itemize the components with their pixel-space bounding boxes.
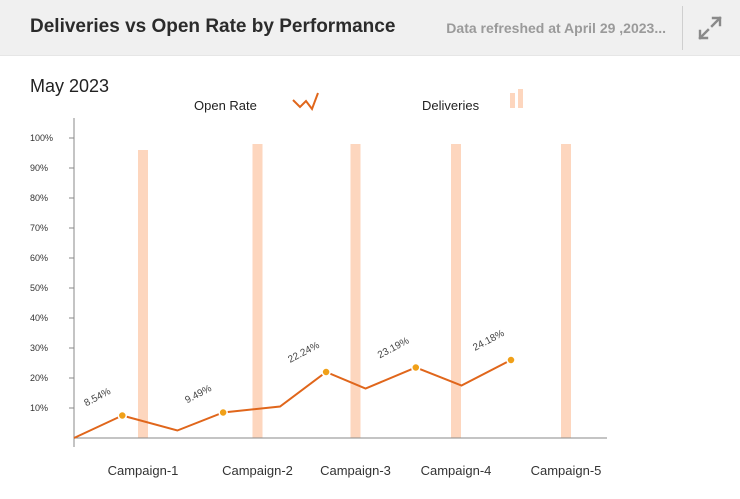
category-label: Campaign-5 [531, 463, 602, 478]
category-label: Campaign-3 [320, 463, 391, 478]
open-rate-point [411, 362, 421, 373]
open-rate-data-label: 9.49% [183, 383, 213, 406]
chart-title: Deliveries vs Open Rate by Performance [30, 16, 396, 37]
y-tick-label: 40% [30, 313, 48, 323]
open-rate-data-label: 23.19% [376, 335, 411, 361]
category-label: Campaign-2 [222, 463, 293, 478]
delivery-bar [350, 144, 361, 438]
category-label: Campaign-1 [108, 463, 179, 478]
category-labels: Campaign-1 Campaign-2 Campaign-3 Campaign-4… [108, 463, 602, 478]
delivery-bar [561, 144, 571, 438]
legend-deliveries-label: Deliveries [422, 98, 480, 113]
legend-line-swatch-icon [292, 92, 319, 112]
axes: 100% 90% 80% 70% 60% 50% 40% 30% 20% 10% [30, 118, 607, 447]
legend-open-rate-label: Open Rate [194, 98, 257, 113]
header-divider [682, 6, 683, 50]
open-rate-point [321, 367, 331, 377]
delivery-bar [252, 144, 263, 438]
open-rate-polyline [73, 359, 512, 439]
legend-bar-swatch-icon [510, 93, 515, 108]
y-tick-label: 100% [30, 133, 53, 143]
legend-bar-swatch-icon [518, 89, 523, 108]
open-rate-point [117, 410, 128, 421]
y-tick-label: 50% [30, 283, 48, 293]
y-tick-label: 20% [30, 373, 48, 383]
expand-arrows-icon[interactable] [696, 14, 724, 42]
y-tick-label: 80% [30, 193, 48, 203]
y-tick-label: 30% [30, 343, 48, 353]
delivery-bar [138, 150, 148, 438]
y-tick-label: 10% [30, 403, 48, 413]
legend: Open Rate Deliveries [194, 89, 523, 113]
data-refreshed-text: Data refreshed at April 29 ,2023... [446, 20, 666, 36]
card-header: Deliveries vs Open Rate by Performance D… [0, 0, 740, 56]
open-rate-data-label: 8.54% [83, 386, 113, 409]
delivery-bar [451, 144, 461, 438]
y-tick-label: 60% [30, 253, 48, 263]
open-rate-data-label: 22.24% [286, 340, 321, 366]
period-label: May 2023 [30, 76, 110, 96]
open-rate-point [506, 355, 516, 365]
delivery-bars [138, 144, 571, 438]
category-label: Campaign-4 [421, 463, 492, 478]
y-tick-label: 90% [30, 163, 48, 173]
y-tick-label: 70% [30, 223, 48, 233]
open-rate-data-label: 24.18% [471, 328, 506, 354]
open-rate-point [218, 407, 228, 418]
